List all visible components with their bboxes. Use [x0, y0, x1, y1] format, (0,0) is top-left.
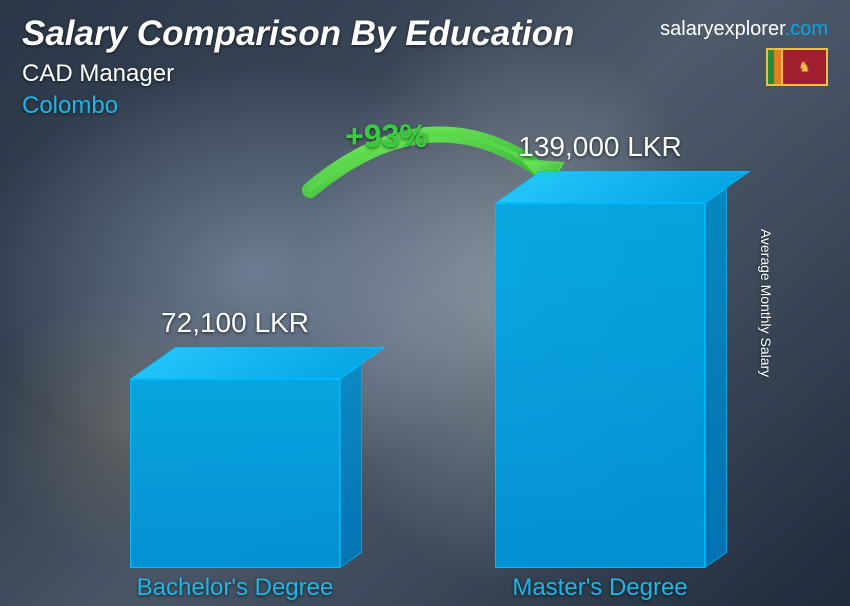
brand-suffix: .com: [785, 18, 828, 40]
bar-side: [340, 364, 362, 568]
bar-value-label: 72,100 LKR: [105, 307, 365, 339]
bar-group: 72,100 LKRBachelor's Degree: [130, 379, 340, 568]
job-title: CAD Manager: [22, 60, 174, 88]
brand-watermark: salaryexplorer.com: [660, 18, 828, 41]
infographic-container: Salary Comparison By Education CAD Manag…: [0, 0, 850, 606]
country-flag: ♞: [766, 48, 828, 86]
flag-lion-icon: ♞: [798, 59, 811, 76]
page-title: Salary Comparison By Education: [22, 14, 574, 54]
bar-category-label: Bachelor's Degree: [105, 574, 365, 602]
bar-front: [495, 203, 705, 568]
bar-value-label: 139,000 LKR: [470, 131, 730, 163]
flag-stripes: [768, 50, 781, 84]
bar-front: [130, 379, 340, 568]
bar-category-label: Master's Degree: [470, 574, 730, 602]
location-label: Colombo: [22, 92, 118, 120]
brand-name: salaryexplorer: [660, 18, 785, 40]
bar-group: 139,000 LKRMaster's Degree: [495, 203, 705, 568]
bar-chart: 72,100 LKRBachelor's Degree139,000 LKRMa…: [0, 166, 850, 606]
increase-percent: +93%: [345, 118, 428, 155]
bar-side: [705, 188, 727, 568]
flag-field: ♞: [781, 50, 826, 84]
